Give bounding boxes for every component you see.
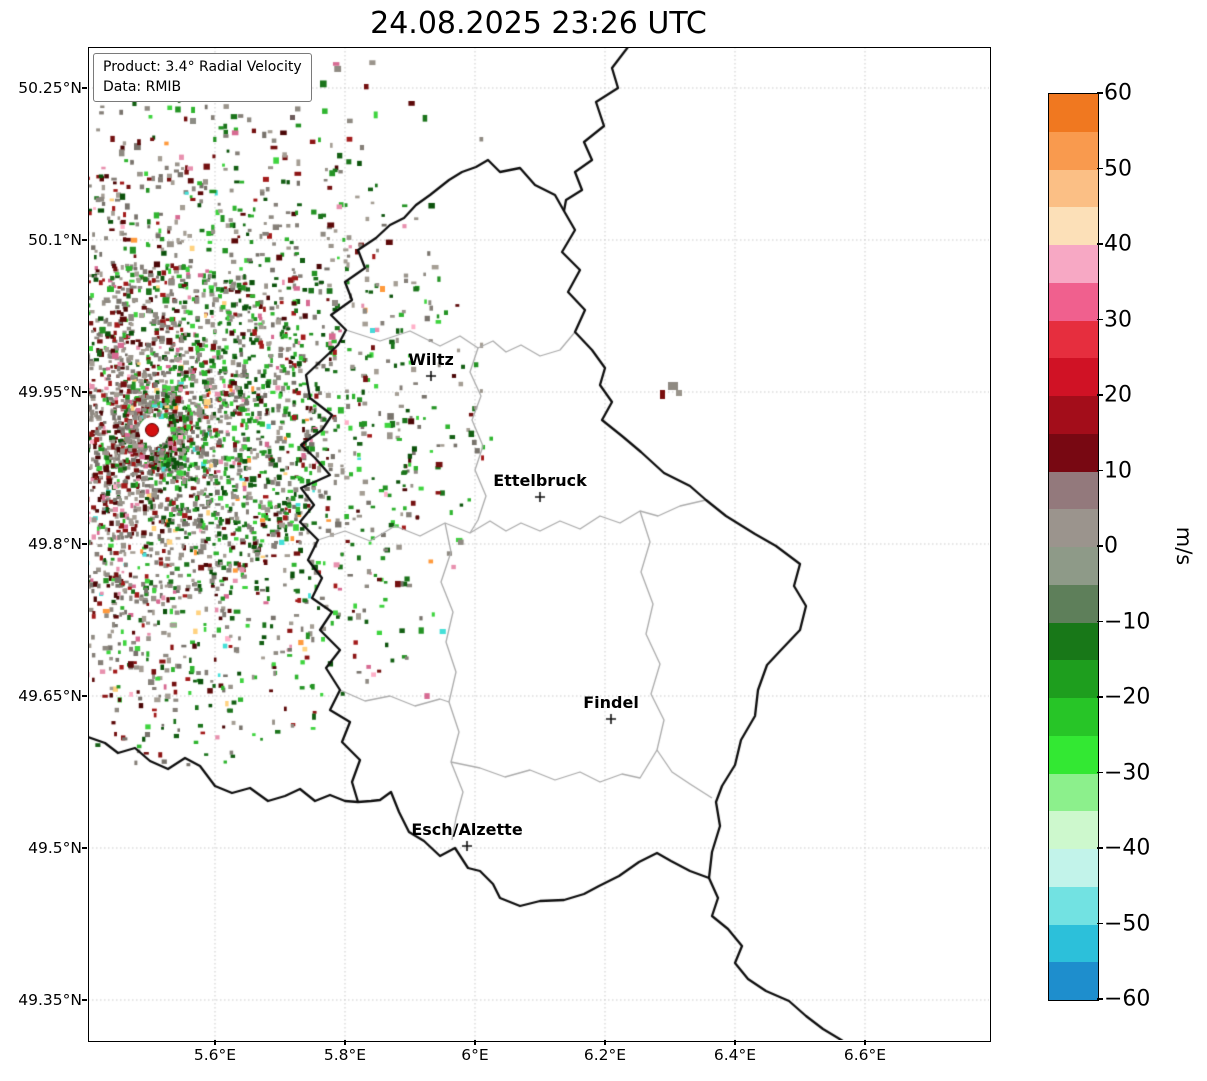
colorbar-tick-label: 40 — [1104, 231, 1132, 257]
colorbar-tick-mark — [1097, 620, 1103, 623]
colorbar-segment — [1049, 886, 1098, 925]
colorbar-tick-label: 20 — [1104, 382, 1132, 408]
plot-title: 24.08.2025 23:26 UTC — [370, 6, 707, 41]
lon-tick-label: 6.4°E — [713, 1046, 757, 1064]
colorbar-unit-label: m/s — [1172, 526, 1196, 566]
map-canvas — [88, 47, 989, 1040]
colorbar-segment — [1049, 207, 1098, 245]
colorbar-segment — [1049, 282, 1098, 321]
colorbar-segment — [1049, 660, 1098, 698]
colorbar-segment — [1049, 320, 1098, 359]
axis-tick-mark — [82, 999, 87, 1001]
axis-tick-mark — [82, 239, 87, 241]
lat-tick-label: 50.1°N — [28, 231, 82, 249]
colorbar-tick-mark — [1097, 545, 1103, 547]
lat-tick-label: 49.65°N — [18, 687, 82, 705]
colorbar-tick-mark — [1097, 394, 1103, 396]
colorbar-segment — [1049, 471, 1098, 510]
lon-tick-label: 6.2°E — [583, 1046, 627, 1064]
colorbar-tick-label: −20 — [1104, 684, 1151, 710]
colorbar-tick-mark — [1097, 771, 1103, 774]
data-source-line: Data: RMIB — [103, 78, 182, 95]
axis-tick-mark — [604, 1040, 606, 1045]
colorbar-tick-mark — [1097, 92, 1103, 94]
axis-tick-mark — [82, 695, 87, 697]
lon-tick-label: 5.8°E — [323, 1046, 367, 1064]
axis-tick-mark — [82, 87, 87, 89]
colorbar-tick-mark — [1097, 847, 1103, 849]
colorbar-segment — [1049, 509, 1098, 547]
axis-tick-mark — [82, 847, 87, 849]
colorbar-tick-label: 0 — [1104, 533, 1118, 559]
colorbar-tick-label: 50 — [1104, 156, 1132, 181]
colorbar-segment — [1049, 584, 1098, 623]
colorbar-tick-label: −10 — [1104, 609, 1151, 634]
colorbar-tick-mark — [1097, 469, 1103, 472]
axis-tick-mark — [214, 1040, 216, 1045]
colorbar-segment — [1049, 94, 1098, 132]
city-label: Findel — [583, 693, 639, 712]
axis-tick-mark — [82, 391, 87, 393]
city-label: Wiltz — [408, 350, 454, 369]
colorbar-tick-label: 30 — [1104, 307, 1132, 332]
colorbar-segment — [1049, 396, 1098, 434]
lat-tick-label: 50.25°N — [18, 79, 82, 97]
colorbar-tick-mark — [1097, 998, 1103, 1000]
lat-tick-label: 49.35°N — [18, 991, 82, 1009]
colorbar-segment — [1049, 358, 1098, 396]
lon-tick-label: 6.6°E — [843, 1046, 887, 1064]
colorbar-segment — [1049, 811, 1098, 849]
lat-tick-label: 49.95°N — [18, 383, 82, 401]
colorbar-tick-label: 10 — [1104, 458, 1132, 483]
product-info-box: Product: 3.4° Radial Velocity Data: RMIB — [93, 53, 312, 103]
colorbar-tick-mark — [1097, 696, 1103, 698]
city-label: Esch/Alzette — [411, 820, 523, 839]
colorbar-tick-label: −60 — [1104, 986, 1151, 1012]
colorbar-tick-label: −40 — [1104, 835, 1151, 861]
colorbar-segment — [1049, 169, 1098, 208]
product-line: Product: 3.4° Radial Velocity — [103, 59, 302, 75]
colorbar-tick-label: 60 — [1104, 80, 1132, 106]
colorbar — [1048, 93, 1099, 1001]
colorbar-tick-mark — [1097, 243, 1103, 245]
axis-tick-mark — [82, 543, 87, 545]
colorbar-segment — [1049, 245, 1098, 283]
colorbar-segment — [1049, 547, 1098, 585]
colorbar-segment — [1049, 924, 1098, 963]
lon-tick-label: 5.6°E — [193, 1046, 237, 1064]
city-label: Ettelbruck — [493, 471, 587, 490]
colorbar-segment — [1049, 962, 1098, 1000]
colorbar-segment — [1049, 735, 1098, 774]
axis-tick-mark — [474, 1040, 476, 1045]
axis-tick-mark — [864, 1040, 866, 1045]
colorbar-tick-label: −50 — [1104, 911, 1151, 936]
axis-tick-mark — [344, 1040, 346, 1045]
lat-tick-label: 49.5°N — [28, 839, 82, 857]
colorbar-tick-mark — [1097, 922, 1103, 925]
colorbar-segment — [1049, 433, 1098, 472]
colorbar-segment — [1049, 849, 1098, 887]
colorbar-segment — [1049, 698, 1098, 736]
lat-tick-label: 49.8°N — [28, 535, 82, 553]
axis-tick-mark — [734, 1040, 736, 1045]
colorbar-tick-mark — [1097, 318, 1103, 321]
colorbar-tick-mark — [1097, 167, 1103, 170]
colorbar-segment — [1049, 131, 1098, 170]
colorbar-tick-label: −30 — [1104, 760, 1151, 785]
colorbar-segment — [1049, 622, 1098, 661]
lon-tick-label: 6°E — [461, 1046, 489, 1064]
colorbar-segment — [1049, 773, 1098, 812]
